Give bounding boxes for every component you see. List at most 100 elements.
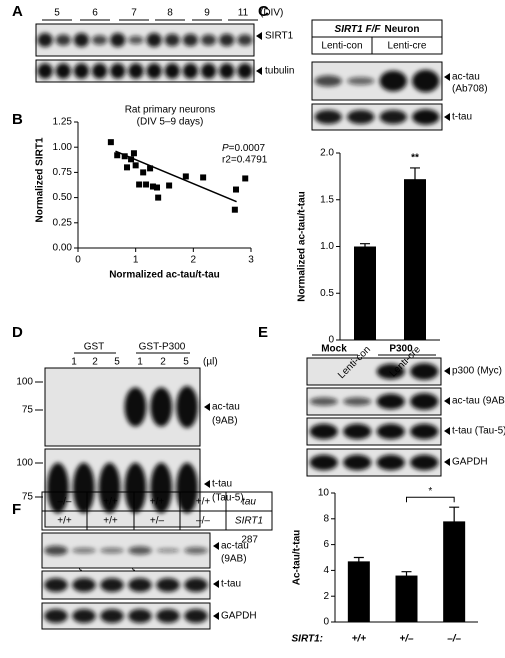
genotype-cell: +/– <box>150 516 165 527</box>
div-label: 6 <box>92 8 98 19</box>
y-tick-label: 2.0 <box>320 148 334 159</box>
band <box>412 69 440 93</box>
y-tick-label: 0 <box>328 335 334 346</box>
band <box>128 578 152 592</box>
blot-bands <box>44 578 208 592</box>
point <box>114 152 121 159</box>
significance-bracket <box>406 496 455 503</box>
x-axis-title: SIRT1: <box>292 634 324 645</box>
bar <box>443 521 466 622</box>
blot-bands <box>44 609 208 623</box>
point <box>128 156 135 163</box>
arrow <box>444 458 450 466</box>
genotype-cell: –/– <box>58 497 72 508</box>
band <box>156 548 180 553</box>
blot-label: t-tau (Tau-5) <box>452 426 505 437</box>
band <box>156 578 180 592</box>
blot <box>41 570 211 600</box>
arrow <box>444 427 450 435</box>
genotype-cell: +/+ <box>103 516 118 527</box>
arrow <box>256 32 262 40</box>
band <box>200 63 217 79</box>
band <box>72 609 96 623</box>
blot-bands <box>124 386 198 428</box>
unit-label: (µl) <box>203 357 218 368</box>
point <box>231 206 238 213</box>
blot-label: t-tau <box>212 479 232 490</box>
y-axis-label: Normalized ac-tau/t-tau <box>297 191 308 302</box>
trend-line <box>115 150 237 203</box>
residue-number: 287 <box>241 535 258 546</box>
header-gene: SIRT1 F/F <box>335 24 382 35</box>
band <box>72 547 96 554</box>
panel-label: B <box>12 111 23 128</box>
band <box>72 578 96 592</box>
error-bar <box>401 571 412 580</box>
band <box>182 33 199 47</box>
blot <box>44 448 201 528</box>
blot-bands <box>309 393 439 410</box>
band <box>128 63 144 79</box>
genotype-cell: tau <box>242 497 256 508</box>
group-label: P300 <box>389 344 413 355</box>
band <box>309 423 338 440</box>
arrow <box>204 403 210 411</box>
genotype-cell: +/+ <box>103 497 118 508</box>
div-label: 9 <box>204 8 210 19</box>
genotype-cell: +/+ <box>150 497 165 508</box>
band <box>91 35 108 45</box>
band <box>128 35 144 45</box>
y-tick-label: 1.5 <box>320 194 334 205</box>
x-tick-label: 2 <box>191 255 197 266</box>
band <box>37 63 53 79</box>
blot <box>44 367 201 447</box>
band <box>73 33 90 47</box>
blot-label: tubulin <box>265 66 294 77</box>
blot-label: (9AB) <box>212 416 238 427</box>
point <box>136 181 143 188</box>
x-tick-label: +/+ <box>352 634 367 645</box>
genotype-cell: +/+ <box>196 497 211 508</box>
blot-bands <box>44 545 208 556</box>
band <box>100 609 124 623</box>
band <box>124 387 147 427</box>
genotype-cell: +/+ <box>57 516 72 527</box>
bar <box>404 179 426 340</box>
band <box>309 454 338 471</box>
y-tick-label: 0.00 <box>53 243 73 254</box>
y-tick-label: 0 <box>323 617 329 628</box>
lane-label: Lenti-cre <box>388 41 427 52</box>
div-label: 11 <box>238 8 249 19</box>
marker-label: 75 <box>22 405 34 416</box>
arrow <box>444 397 450 405</box>
lane-label: 1 <box>137 357 143 368</box>
y-tick-label: 0.75 <box>53 167 73 178</box>
band <box>176 462 198 514</box>
lane-label: 5 <box>183 357 189 368</box>
blot-label: (Tau-5) <box>212 493 244 504</box>
blot-label: (9AB) <box>221 554 247 565</box>
lane-label: 1 <box>71 357 77 368</box>
blot <box>41 532 211 569</box>
point <box>143 181 150 188</box>
bar <box>354 246 376 340</box>
point <box>107 139 114 146</box>
panel-label: E <box>258 324 268 341</box>
blot-bands <box>309 454 439 471</box>
blot-label: GAPDH <box>221 611 257 622</box>
band <box>343 423 372 440</box>
significance: ** <box>411 153 419 164</box>
x-axis-label: Normalized ac-tau/t-tau <box>109 270 220 281</box>
band <box>347 110 375 124</box>
band <box>44 545 68 556</box>
band <box>146 33 162 47</box>
panel-label: F <box>12 501 21 518</box>
blot-label: ac-tau <box>212 402 240 413</box>
arrow <box>204 480 210 488</box>
arrow <box>213 580 219 588</box>
error-bar <box>449 506 460 536</box>
band <box>47 462 69 514</box>
band <box>410 454 439 471</box>
bar <box>395 575 418 622</box>
point <box>200 174 207 181</box>
